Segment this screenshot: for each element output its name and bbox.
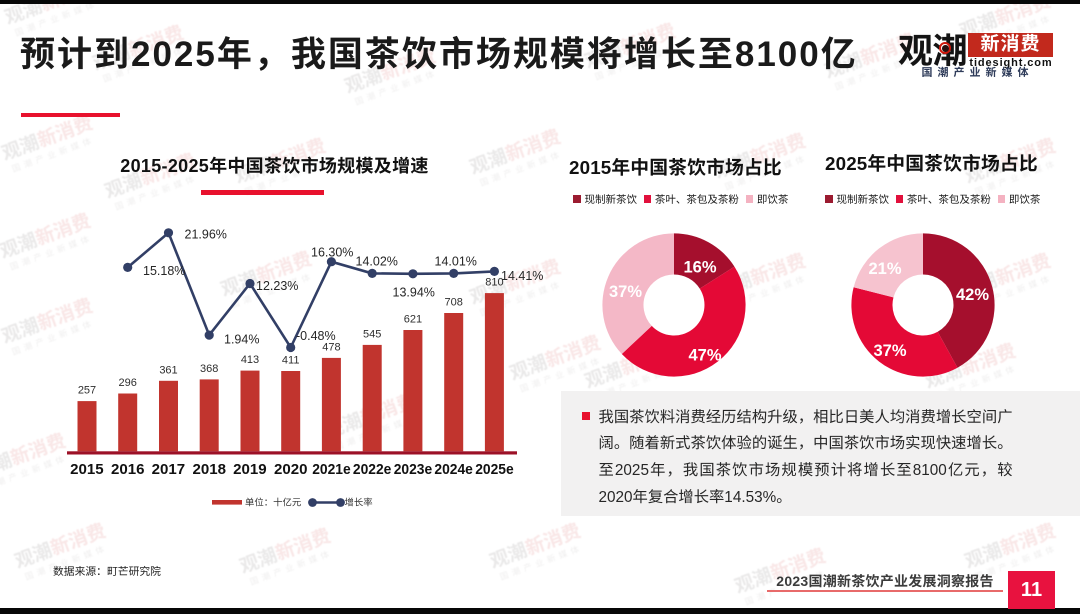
svg-text:2023e: 2023e [394,461,433,478]
svg-text:21.96%: 21.96% [185,228,227,242]
svg-text:37%: 37% [873,342,906,360]
svg-text:621: 621 [404,314,422,326]
svg-text:368: 368 [200,363,218,375]
svg-text:2018: 2018 [193,461,227,478]
svg-text:2016: 2016 [111,461,145,478]
svg-text:413: 413 [241,354,259,366]
svg-text:12.23%: 12.23% [256,279,298,293]
svg-text:708: 708 [445,297,463,309]
svg-text:478: 478 [322,341,340,353]
svg-text:411: 411 [282,355,300,367]
svg-text:2015: 2015 [70,461,104,478]
svg-text:545: 545 [363,328,381,340]
svg-text:2020: 2020 [274,461,308,478]
svg-text:2024e: 2024e [434,461,473,478]
svg-text:47%: 47% [688,347,721,365]
svg-text:16.30%: 16.30% [311,246,353,260]
svg-text:1.94%: 1.94% [224,333,259,347]
svg-text:810: 810 [485,277,503,289]
svg-text:16%: 16% [683,259,716,277]
svg-text:21%: 21% [868,260,901,278]
svg-text:257: 257 [78,385,96,397]
svg-text:42%: 42% [956,286,989,304]
svg-text:15.18%: 15.18% [143,264,185,278]
svg-text:14.02%: 14.02% [356,255,398,269]
svg-text:单位：十亿元: 单位：十亿元 [245,497,301,508]
svg-text:13.94%: 13.94% [393,286,435,300]
svg-text:2017: 2017 [152,461,186,478]
svg-text:2019: 2019 [233,461,267,478]
svg-text:14.41%: 14.41% [501,269,543,283]
svg-text:2021e: 2021e [312,461,351,478]
svg-text:2022e: 2022e [353,461,392,478]
svg-text:361: 361 [159,364,177,376]
svg-text:37%: 37% [609,283,642,301]
svg-text:增长率: 增长率 [345,497,373,508]
svg-text:14.01%: 14.01% [435,255,477,269]
svg-text:-0.48%: -0.48% [296,329,336,343]
svg-text:296: 296 [119,377,137,389]
svg-text:2025e: 2025e [475,461,514,478]
